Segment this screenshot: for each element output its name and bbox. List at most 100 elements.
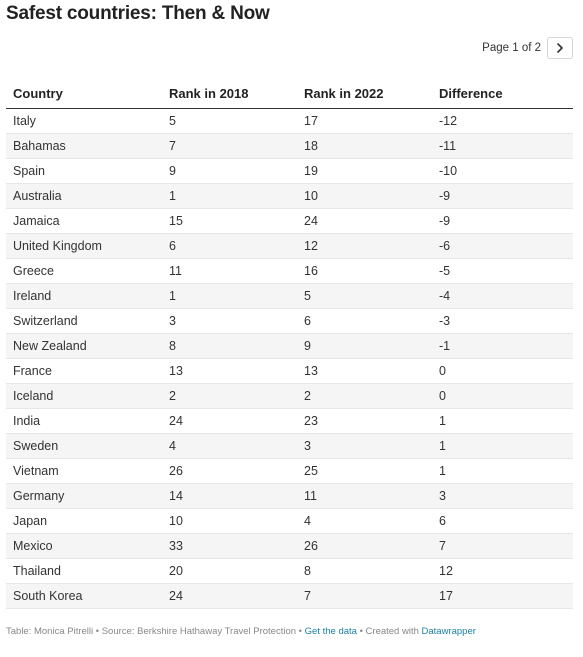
table-row: Greece 11 16 -5 (6, 259, 573, 284)
table-cell: 26 (169, 464, 183, 478)
table-row: Switzerland 3 6 -3 (6, 309, 573, 334)
footer-created-with: • Created with (356, 626, 422, 637)
table-body: Italy 5 17 -12 Bahamas 7 18 -11 Spain 9 19 -10 Austr… (6, 109, 573, 609)
table-row: Iceland 2 2 0 (6, 384, 573, 409)
table-cell: 19 (304, 164, 318, 178)
table-cell: 1 (439, 464, 446, 478)
table-cell: 8 (169, 339, 176, 353)
table-cell: Bahamas (13, 139, 66, 153)
table-cell: 3 (169, 314, 176, 328)
table-row: France 13 13 0 (6, 359, 573, 384)
table-cell: Greece (13, 264, 54, 278)
table-cell: Iceland (13, 389, 54, 403)
table-cell: Sweden (13, 439, 59, 453)
table-cell: 5 (304, 289, 311, 303)
footer-source: Table: Monica Pitrelli • Source: Berkshi… (6, 626, 305, 637)
get-data-link[interactable]: Get the data (304, 626, 357, 637)
table-cell: 17 (439, 589, 453, 603)
table-cell: 4 (304, 514, 311, 528)
table-row: United Kingdom 6 12 -6 (6, 234, 573, 259)
table-row: Australia 1 10 -9 (6, 184, 573, 209)
table-cell: 13 (304, 364, 318, 378)
table-cell: 9 (169, 164, 176, 178)
table-cell: 9 (304, 339, 311, 353)
column-header[interactable]: Country (13, 86, 63, 101)
table-row: Germany 14 11 3 (6, 484, 573, 509)
footer-credits: Table: Monica Pitrelli • Source: Berkshi… (6, 626, 476, 637)
table-cell: 23 (304, 414, 318, 428)
table-cell: -5 (439, 264, 451, 278)
table-cell: 6 (439, 514, 446, 528)
next-page-button[interactable] (547, 37, 573, 59)
table-cell: South Korea (13, 589, 83, 603)
table-row: Thailand 20 8 12 (6, 559, 573, 584)
table-cell: 24 (304, 214, 318, 228)
datawrapper-link[interactable]: Datawrapper (421, 626, 476, 637)
table-header: Country Rank in 2018 Rank in 2022 Differ… (6, 79, 573, 109)
table-cell: Japan (13, 514, 48, 528)
column-header[interactable]: Rank in 2018 (169, 86, 249, 101)
table-cell: 15 (169, 214, 183, 228)
table-cell: Jamaica (13, 214, 60, 228)
table-cell: -9 (439, 214, 451, 228)
table-row: Sweden 4 3 1 (6, 434, 573, 459)
table-cell: Thailand (13, 564, 61, 578)
table-cell: Australia (13, 189, 62, 203)
table-cell: 2 (169, 389, 176, 403)
table-cell: 11 (169, 264, 182, 278)
table-cell: 16 (304, 264, 318, 278)
table-cell: 18 (304, 139, 318, 153)
table-cell: France (13, 364, 52, 378)
pagination: Page 1 of 2 (482, 36, 573, 60)
table-cell: 24 (169, 414, 183, 428)
table-cell: 1 (439, 414, 446, 428)
table-cell: 1 (169, 289, 176, 303)
table-cell: 7 (169, 139, 176, 153)
table-row: Jamaica 15 24 -9 (6, 209, 573, 234)
table-row: India 24 23 1 (6, 409, 573, 434)
table-cell: 5 (169, 114, 176, 128)
table-cell: 6 (304, 314, 311, 328)
table-cell: -12 (439, 114, 458, 128)
table-cell: Italy (13, 114, 36, 128)
table-row: Ireland 1 5 -4 (6, 284, 573, 309)
table-cell: Spain (13, 164, 45, 178)
table-cell: 33 (169, 539, 183, 553)
table-cell: 3 (304, 439, 311, 453)
table-cell: 14 (169, 489, 183, 503)
table-row: South Korea 24 7 17 (6, 584, 573, 609)
table-cell: Vietnam (13, 464, 59, 478)
table-row: Mexico 33 26 7 (6, 534, 573, 559)
column-header[interactable]: Difference (439, 86, 503, 101)
table-cell: United Kingdom (13, 239, 102, 253)
table-cell: Switzerland (13, 314, 78, 328)
page-indicator: Page 1 of 2 (482, 42, 541, 54)
table-cell: 7 (304, 589, 311, 603)
table-row: Spain 9 19 -10 (6, 159, 573, 184)
table-cell: 10 (169, 514, 183, 528)
table-cell: -9 (439, 189, 451, 203)
table-cell: -10 (439, 164, 458, 178)
table-cell: 8 (304, 564, 311, 578)
table-row: Bahamas 7 18 -11 (6, 134, 573, 159)
table-row: Italy 5 17 -12 (6, 109, 573, 134)
table-row: New Zealand 8 9 -1 (6, 334, 573, 359)
table-cell: -6 (439, 239, 451, 253)
table-cell: 4 (169, 439, 176, 453)
table-cell: -4 (439, 289, 451, 303)
data-table: Country Rank in 2018 Rank in 2022 Differ… (6, 79, 573, 609)
table-cell: 0 (439, 364, 446, 378)
table-cell: 20 (169, 564, 183, 578)
table-cell: 11 (304, 489, 317, 503)
table-cell: 1 (169, 189, 176, 203)
table-cell: 24 (169, 589, 183, 603)
table-cell: 25 (304, 464, 318, 478)
chevron-right-icon (557, 43, 563, 53)
table-cell: 1 (439, 439, 446, 453)
table-cell: Germany (13, 489, 65, 503)
column-header[interactable]: Rank in 2022 (304, 86, 384, 101)
table-cell: 6 (169, 239, 176, 253)
table-cell: 3 (439, 489, 446, 503)
table-cell: India (13, 414, 41, 428)
table-cell: Mexico (13, 539, 53, 553)
